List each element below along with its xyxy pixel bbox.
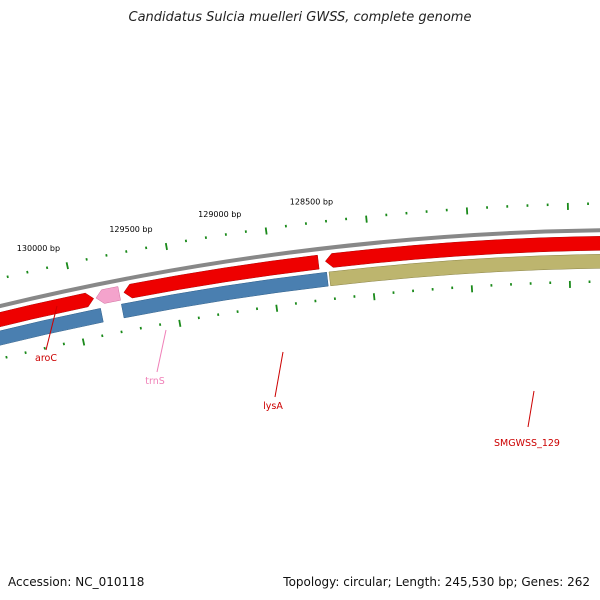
trnS-feature[interactable] bbox=[95, 286, 121, 304]
outer-tick-mark bbox=[45, 266, 49, 270]
gene-label-trnS: trnS bbox=[145, 376, 165, 387]
label-leader-line bbox=[274, 351, 284, 398]
outer-tick-mark bbox=[85, 257, 88, 261]
position-label: 128500 bp bbox=[290, 198, 333, 207]
feature-labels: aroC trnS lysA SMGWSS_129 bbox=[35, 305, 560, 449]
gene-label-lysA: lysA bbox=[263, 401, 283, 412]
inner-tick-mark bbox=[178, 319, 182, 327]
position-label: 130000 bp bbox=[17, 244, 60, 253]
forward-feature[interactable] bbox=[123, 254, 320, 299]
label-leader-line bbox=[156, 329, 167, 373]
label-leader-line bbox=[45, 305, 58, 351]
inner-tick-mark bbox=[81, 338, 86, 346]
inner-tick-mark bbox=[101, 334, 104, 338]
inner-tick-mark bbox=[43, 346, 46, 350]
inner-tick-mark bbox=[62, 342, 66, 346]
SMGWSS_129-feature[interactable] bbox=[328, 254, 600, 287]
inner-tick-mark bbox=[275, 304, 279, 312]
outer-tick-mark bbox=[365, 215, 368, 223]
inner-tick-mark bbox=[24, 351, 27, 355]
aroC-feature[interactable] bbox=[0, 308, 104, 455]
label-leader-line bbox=[527, 390, 535, 428]
inner-tick-mark bbox=[372, 293, 376, 301]
map-title: Candidatus Sulcia muelleri GWSS, complet… bbox=[128, 10, 472, 25]
lysA-feature[interactable] bbox=[121, 271, 329, 319]
outer-tick-mark bbox=[6, 275, 9, 279]
gene-label-SMGWSS_129: SMGWSS_129 bbox=[494, 438, 560, 449]
accession-text: Accession: NC_010118 bbox=[8, 575, 145, 589]
outer-tick-mark bbox=[65, 262, 69, 270]
forward-feature[interactable] bbox=[0, 292, 95, 438]
genome-backbone bbox=[0, 228, 600, 309]
position-label: 129000 bp bbox=[198, 210, 241, 219]
inner-tick-mark bbox=[5, 355, 8, 359]
outer-tick-mark bbox=[26, 270, 29, 274]
genome-summary-text: Topology: circular; Length: 245,530 bp; … bbox=[283, 575, 590, 589]
forward-feature[interactable] bbox=[325, 236, 600, 268]
outer-tick-mark bbox=[264, 227, 268, 235]
gene-label-aroC: aroC bbox=[35, 353, 57, 364]
feature-tracks bbox=[0, 228, 600, 455]
outer-tick-mark bbox=[164, 242, 168, 251]
position-label: 129500 bp bbox=[109, 225, 152, 234]
